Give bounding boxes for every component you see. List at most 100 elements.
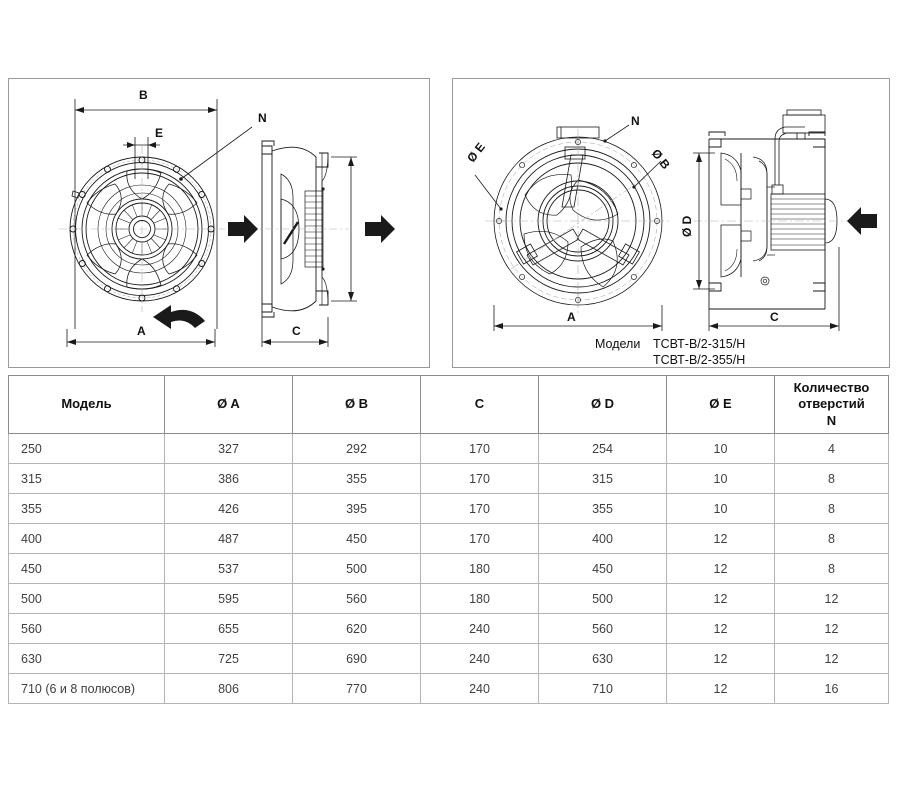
cell-model: 400 [8, 523, 165, 554]
header-diameter-b: Ø B [292, 375, 421, 434]
cell-a: 537 [164, 553, 293, 584]
table-row: 355 426 395 170 355 10 8 [8, 493, 889, 524]
cell-n: 4 [774, 433, 889, 464]
cell-a: 725 [164, 643, 293, 674]
table-row: 500 595 560 180 500 12 12 [8, 583, 889, 614]
cell-d: 400 [538, 523, 667, 554]
cell-d: 254 [538, 433, 667, 464]
cell-e: 12 [666, 613, 775, 644]
leader-diameter-b [632, 160, 662, 189]
cell-a: 806 [164, 673, 293, 704]
cell-b: 500 [292, 553, 421, 584]
specifications-table: Модель Ø A Ø B C Ø D Ø E Количество отве… [8, 375, 889, 704]
cell-c: 180 [420, 553, 539, 584]
cell-d: 560 [538, 613, 667, 644]
table-header-row: Модель Ø A Ø B C Ø D Ø E Количество отве… [8, 375, 889, 434]
support-struts [526, 154, 630, 266]
airflow-arrow-outlet [365, 215, 395, 243]
header-holes-count: Количество отверстий N [774, 375, 889, 434]
header-holes-line-2: отверстий [798, 396, 865, 412]
motor-body-right [770, 193, 838, 251]
label-callout-n-right: N [631, 114, 640, 128]
header-holes-line-1: Количество [793, 380, 870, 396]
cell-n: 8 [774, 493, 889, 524]
cell-a: 487 [164, 523, 293, 554]
cell-n: 8 [774, 463, 889, 494]
cell-d: 315 [538, 463, 667, 494]
dimension-line-c [261, 317, 329, 347]
dimension-line-diameter-d [693, 152, 715, 290]
cell-n: 12 [774, 613, 889, 644]
leader-diameter-e [474, 174, 503, 211]
cell-b: 450 [292, 523, 421, 554]
cell-c: 180 [420, 583, 539, 614]
dimension-line-a [66, 329, 216, 347]
cell-n: 16 [774, 673, 889, 704]
cell-model: 315 [8, 463, 165, 494]
cell-b: 770 [292, 673, 421, 704]
cell-e: 12 [666, 673, 775, 704]
airflow-arrow-front [228, 215, 258, 243]
table-row: 315 386 355 170 315 10 8 [8, 463, 889, 494]
table-body: 250 327 292 170 254 10 4 315 386 355 170 315 10 8 35… [8, 433, 889, 704]
cell-c: 240 [420, 673, 539, 704]
label-dim-e: E [155, 126, 164, 140]
table-row: 450 537 500 180 450 12 8 [8, 553, 889, 584]
header-diameter-a: Ø A [164, 375, 293, 434]
cell-c: 240 [420, 643, 539, 674]
cell-c: 170 [420, 463, 539, 494]
table-row: 250 327 292 170 254 10 4 [8, 433, 889, 464]
cell-model: 250 [8, 433, 165, 464]
callout-leader-n [179, 126, 253, 181]
cell-b: 690 [292, 643, 421, 674]
header-c: C [420, 375, 539, 434]
fan-front-view [59, 146, 225, 312]
cell-a: 426 [164, 493, 293, 524]
model-caption-prefix: Модели [595, 337, 641, 351]
cell-n: 12 [774, 583, 889, 614]
cell-model: 355 [8, 493, 165, 524]
model-caption-line-2: ТСВТ-В/2-355/Н [653, 353, 746, 367]
cell-model: 560 [8, 613, 165, 644]
cell-d: 450 [538, 553, 667, 584]
table-row: 710 (6 и 8 полюсов) 806 770 240 710 12 16 [8, 673, 889, 704]
header-diameter-d: Ø D [538, 375, 667, 434]
cell-d: 355 [538, 493, 667, 524]
cell-d: 710 [538, 673, 667, 704]
right-drawing-svg [474, 109, 877, 331]
cell-e: 10 [666, 463, 775, 494]
cell-a: 655 [164, 613, 293, 644]
dimension-line-c-right [708, 247, 840, 331]
drawing-panel-right: Ø E Ø B Ø D N A C Модели ТСВТ-В/2-315/Н … [452, 78, 890, 368]
fan-front-view-right [485, 126, 671, 313]
rotation-direction-arrow [153, 305, 205, 329]
cell-c: 170 [420, 523, 539, 554]
label-dim-b: B [139, 88, 148, 102]
cell-b: 395 [292, 493, 421, 524]
left-drawing-svg [59, 99, 395, 347]
cell-e: 10 [666, 493, 775, 524]
cell-a: 595 [164, 583, 293, 614]
dimension-line-a-right [493, 305, 663, 331]
header-holes-line-3: N [826, 412, 837, 428]
cell-b: 620 [292, 613, 421, 644]
cell-b: 560 [292, 583, 421, 614]
cell-n: 8 [774, 553, 889, 584]
cell-d: 500 [538, 583, 667, 614]
label-dim-c-right: C [770, 310, 779, 324]
cell-e: 12 [666, 643, 775, 674]
center-axes [59, 146, 225, 312]
drawing-panel-left: B E A C N [8, 78, 430, 368]
dimension-line-b [74, 99, 218, 329]
table-row: 560 655 620 240 560 12 12 [8, 613, 889, 644]
cell-e: 12 [666, 583, 775, 614]
label-callout-n: N [258, 111, 267, 125]
cell-a: 327 [164, 433, 293, 464]
cell-b: 292 [292, 433, 421, 464]
label-dim-a: A [137, 324, 146, 338]
cell-b: 355 [292, 463, 421, 494]
terminal-box-right [782, 109, 826, 140]
table-row: 630 725 690 240 630 12 12 [8, 643, 889, 674]
label-dim-a-right: A [567, 310, 576, 324]
